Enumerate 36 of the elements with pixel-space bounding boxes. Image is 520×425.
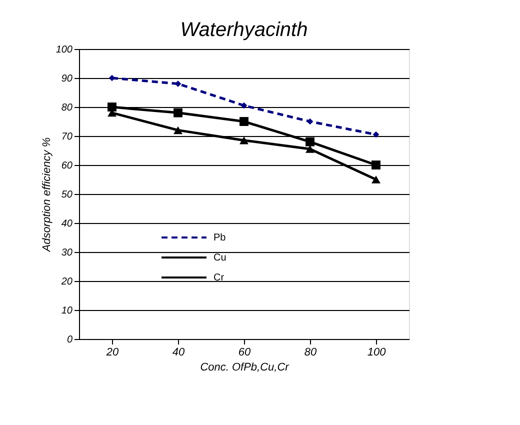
point — [174, 80, 182, 87]
x-tick-label: 40 — [172, 346, 186, 358]
point — [108, 102, 116, 112]
y-tick-label: 100 — [56, 44, 73, 56]
point — [174, 108, 182, 118]
point — [240, 102, 248, 109]
y-tick-label: 30 — [61, 248, 73, 258]
y-axis-title: Adsorption efficiency % — [40, 137, 53, 253]
point — [306, 118, 314, 125]
point — [108, 74, 116, 82]
point — [372, 131, 380, 138]
y-tick-label: 10 — [61, 306, 73, 316]
point — [372, 176, 380, 184]
point — [372, 160, 380, 170]
y-tick-label: 20 — [60, 276, 73, 288]
legend-label: Cu — [214, 252, 226, 264]
y-tick-label: 0 — [66, 334, 73, 346]
y-tick-label: 60 — [61, 160, 73, 172]
x-axis-title: Conc. OfPb,Cu,Cr — [200, 362, 290, 374]
legend-label: Pb — [214, 232, 226, 244]
y-tick-label: 90 — [61, 74, 73, 84]
point — [240, 136, 248, 144]
y-tick-label: 50 — [61, 190, 73, 200]
x-tick-label: 80 — [304, 346, 318, 358]
x-tick-label: 100 — [367, 346, 387, 358]
y-tick-label: 70 — [61, 132, 73, 142]
x-tick-label: 60 — [238, 346, 252, 358]
x-tick-label: 20 — [105, 346, 120, 358]
chart-title: Waterhyacinth — [180, 19, 308, 41]
legend-label: Cr — [214, 272, 225, 284]
point — [306, 145, 314, 153]
point — [306, 137, 314, 146]
point — [240, 117, 248, 126]
point — [174, 126, 182, 134]
y-tick-label: 40 — [61, 218, 73, 230]
y-tick-label: 80 — [61, 102, 73, 114]
